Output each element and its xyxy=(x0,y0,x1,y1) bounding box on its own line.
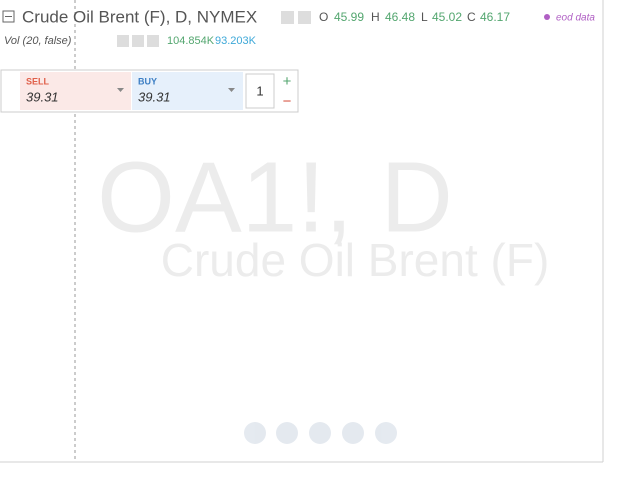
zoom-out[interactable] xyxy=(276,422,298,444)
sell-button[interactable] xyxy=(20,72,131,110)
ohlc-value: 46.17 xyxy=(480,10,510,24)
reset[interactable] xyxy=(309,422,331,444)
ohlc-value: 45.02 xyxy=(432,10,462,24)
ohlc-label: C xyxy=(467,10,476,24)
quantity-input[interactable] xyxy=(245,73,275,109)
collapse-icon[interactable] xyxy=(2,10,15,23)
buy-button[interactable] xyxy=(132,72,243,110)
volume-value: 104.854K xyxy=(167,35,215,47)
volume-settings[interactable] xyxy=(117,35,129,47)
source-note: eod data xyxy=(556,13,595,24)
zoom-in[interactable] xyxy=(342,422,364,444)
settings-icon[interactable] xyxy=(281,11,294,24)
time-axis xyxy=(0,462,603,483)
source-dot xyxy=(544,14,550,20)
watermark-name: Crude Oil Brent (F) xyxy=(161,234,550,286)
ohlc-label: H xyxy=(371,10,380,24)
plus-button[interactable]: + xyxy=(283,73,292,90)
ohlc-value: 46.48 xyxy=(385,10,415,24)
sell-dropdown[interactable] xyxy=(117,88,124,92)
ohlc-label: L xyxy=(421,10,428,24)
volume-remove[interactable] xyxy=(147,35,159,47)
ohlc-value: 45.99 xyxy=(334,10,364,24)
minus-button[interactable]: − xyxy=(283,93,292,110)
sell-label: SELL xyxy=(26,76,50,86)
sell-price: 39.31 xyxy=(26,89,59,104)
hide-icon[interactable] xyxy=(298,11,311,24)
buy-price: 39.31 xyxy=(138,89,171,104)
ohlc-label: O xyxy=(319,10,328,24)
quantity: 1 xyxy=(256,83,263,98)
volume-title: Vol (20, false) xyxy=(4,35,72,47)
scroll-left[interactable] xyxy=(244,422,266,444)
watermark-symbol: OA1!, D xyxy=(97,141,453,253)
price-axis xyxy=(603,0,642,483)
volume-hide[interactable] xyxy=(132,35,144,47)
nav-buttons xyxy=(244,422,397,444)
chart-title: Crude Oil Brent (F), D, NYMEX xyxy=(22,7,257,26)
buy-label: BUY xyxy=(138,76,157,86)
buy-dropdown[interactable] xyxy=(228,88,235,92)
volume-ma-value: 93.203K xyxy=(215,35,257,47)
scroll-right[interactable] xyxy=(375,422,397,444)
